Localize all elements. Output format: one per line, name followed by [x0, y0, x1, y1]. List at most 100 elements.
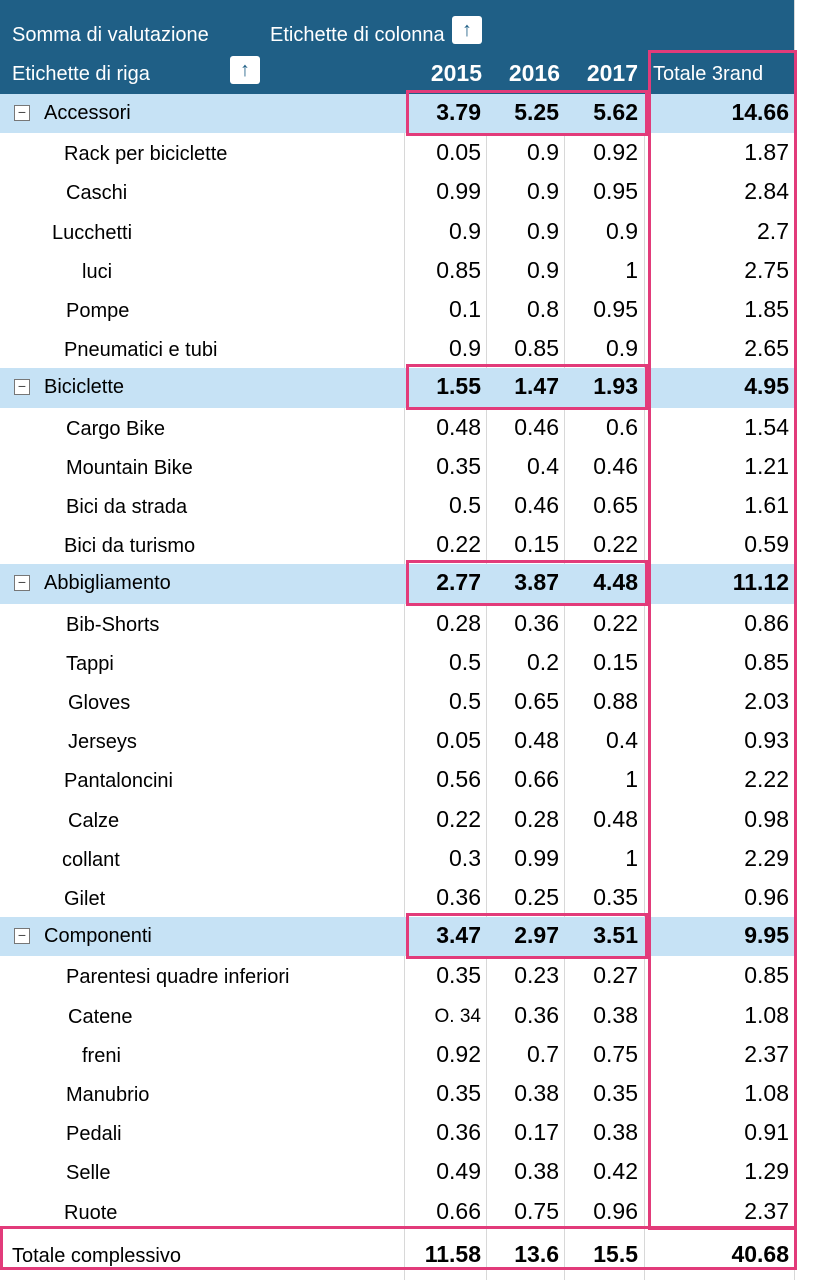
table-row[interactable]: Lucchetti 0.9 0.9 0.9 2.7 — [0, 212, 794, 251]
table-row[interactable]: Gilet 0.36 0.25 0.35 0.96 — [0, 878, 794, 917]
item-total-value: 0.93 — [744, 727, 789, 754]
item-year-value: 0.65 — [593, 492, 638, 518]
item-year-value: 1 — [625, 256, 638, 283]
table-row[interactable]: freni 0.92 0.7 0.75 2.37 — [0, 1035, 794, 1074]
item-label: Tappi — [66, 652, 114, 675]
table-row[interactable]: luci 0.85 0.9 1 2.75 — [0, 251, 794, 290]
item-year-value: 0.15 — [514, 531, 559, 558]
group-row[interactable]: − Abbigliamento 2.77 3.87 4.48 11.12 — [0, 564, 794, 604]
grand-total-value: 11.58 — [424, 1240, 481, 1267]
table-row[interactable]: Cargo Bike 0.48 0.46 0.6 1.54 — [0, 408, 794, 447]
item-year-value: 0.88 — [593, 688, 638, 714]
item-year-value: O. 34 — [434, 1005, 481, 1027]
table-row[interactable]: Pantaloncini 0.56 0.66 1 2.22 — [0, 760, 794, 799]
item-year-value: 0.36 — [436, 884, 481, 910]
collapse-minus-icon[interactable]: − — [14, 928, 30, 945]
item-year-value: 1 — [625, 844, 638, 871]
item-year-value: 0.85 — [514, 335, 559, 362]
year-header-2017: 2017 — [586, 60, 638, 86]
item-year-value: 0.9 — [527, 217, 559, 244]
table-row[interactable]: Gloves 0.5 0.65 0.88 2.03 — [0, 682, 794, 721]
table-row[interactable]: Selle 0.49 0.38 0.42 1.29 — [0, 1152, 794, 1191]
item-year-value: 0.95 — [593, 296, 638, 322]
gridline — [564, 0, 565, 1280]
item-label: Pompe — [66, 300, 130, 322]
column-sort-up-arrow-icon[interactable]: ↑ — [452, 16, 482, 44]
item-total-value: 2.37 — [744, 1197, 789, 1224]
item-label: Pedali — [66, 1123, 122, 1146]
table-row[interactable]: collant 0.3 0.99 1 2.29 — [0, 839, 794, 878]
item-label: Gilet — [64, 888, 106, 910]
item-total-value: 0.59 — [744, 531, 789, 558]
item-year-value: 0.66 — [514, 766, 559, 793]
collapse-minus-icon[interactable]: − — [14, 379, 30, 396]
group-label: Abbigliamento — [44, 572, 171, 595]
group-row[interactable]: − Componenti 3.47 2.97 3.51 9.95 — [0, 917, 794, 957]
item-year-value: 0.66 — [436, 1197, 481, 1224]
item-year-value: 0.7 — [527, 1040, 559, 1067]
total-column-header: Totale 3rand — [653, 63, 764, 85]
item-year-value: 0.35 — [593, 884, 638, 910]
table-row[interactable]: Rack per biciclette 0.05 0.9 0.92 1.87 — [0, 133, 794, 172]
item-label: Manubrio — [66, 1084, 150, 1106]
row-labels-header[interactable]: Etichette di riga — [12, 63, 150, 85]
collapse-minus-icon[interactable]: − — [14, 105, 30, 121]
gridline — [794, 0, 795, 1280]
table-row[interactable]: Jerseys 0.05 0.48 0.4 0.93 — [0, 721, 794, 760]
values-field-label: Somma di valutazione — [12, 24, 209, 46]
table-row[interactable]: Caschi 0.99 0.9 0.95 2.84 — [0, 172, 794, 211]
item-year-value: 0.5 — [449, 688, 481, 714]
item-total-value: 1.87 — [744, 139, 789, 166]
item-year-value: 0.38 — [593, 1119, 638, 1146]
table-row[interactable]: Bici da strada 0.5 0.46 0.65 1.61 — [0, 486, 794, 525]
item-label: Pneumatici e tubi — [64, 339, 218, 362]
table-row[interactable]: Tappi 0.5 0.2 0.15 0.85 — [0, 643, 794, 682]
group-year-value: 1.55 — [436, 373, 481, 400]
grand-total-row[interactable]: Totale complessivo 11.58 13.6 15.5 40.68 — [0, 1233, 794, 1273]
item-year-value: 0.9 — [527, 178, 559, 205]
item-total-value: 1.61 — [744, 492, 789, 518]
item-year-value: 0.75 — [593, 1040, 638, 1067]
group-year-value: 3.87 — [514, 569, 559, 596]
collapse-minus-icon[interactable]: − — [14, 575, 30, 592]
group-year-value: 1.47 — [514, 373, 559, 400]
item-year-value: 0.9 — [527, 139, 559, 166]
item-year-value: 0.46 — [514, 492, 559, 518]
item-year-value: 0.36 — [436, 1119, 481, 1146]
gridline — [404, 0, 405, 1280]
item-label: Rack per biciclette — [64, 143, 228, 166]
group-year-value: 3.79 — [436, 99, 481, 125]
item-year-value: 0.9 — [606, 217, 638, 244]
table-row[interactable]: Mountain Bike 0.35 0.4 0.46 1.21 — [0, 447, 794, 486]
table-row[interactable]: Pneumatici e tubi 0.9 0.85 0.9 2.65 — [0, 329, 794, 368]
table-row[interactable]: Pedali 0.36 0.17 0.38 0.91 — [0, 1113, 794, 1152]
grand-total-value: 15.5 — [593, 1240, 638, 1267]
pivot-header: Somma di valutazione Etichette di colonn… — [0, 0, 794, 94]
column-labels-header[interactable]: Etichette di colonna — [270, 24, 445, 46]
item-year-value: 0.8 — [527, 296, 559, 322]
item-year-value: 0.6 — [606, 413, 638, 440]
table-row[interactable]: Ruote 0.66 0.75 0.96 2.37 — [0, 1192, 794, 1231]
item-label: Bici da turismo — [64, 535, 196, 558]
item-label: Cargo Bike — [66, 417, 165, 440]
table-row[interactable]: Bici da turismo 0.22 0.15 0.22 0.59 — [0, 525, 794, 564]
table-row[interactable]: Pompe 0.1 0.8 0.95 1.85 — [0, 290, 794, 329]
table-row[interactable]: Calze 0.22 0.28 0.48 0.98 — [0, 800, 794, 839]
item-year-value: 0.15 — [593, 648, 638, 675]
table-row[interactable]: Bib-Shorts 0.28 0.36 0.22 0.86 — [0, 604, 794, 643]
row-sort-up-arrow-icon[interactable]: ↑ — [230, 56, 260, 84]
item-year-value: 0.56 — [436, 766, 481, 793]
item-year-value: 0.65 — [514, 688, 559, 714]
item-year-value: 0.22 — [436, 805, 481, 832]
group-year-value: 5.25 — [514, 99, 559, 125]
item-year-value: 0.96 — [593, 1197, 638, 1224]
table-row[interactable]: Catene O. 34 0.36 0.38 1.08 — [0, 996, 794, 1035]
table-row[interactable]: Parentesi quadre inferiori 0.35 0.23 0.27 0.… — [0, 956, 794, 995]
table-row[interactable]: Manubrio 0.35 0.38 0.35 1.08 — [0, 1074, 794, 1113]
item-year-value: 0.05 — [436, 139, 481, 166]
group-row[interactable]: − Biciclette 1.55 1.47 1.93 4.95 — [0, 368, 794, 408]
item-label: Bici da strada — [66, 496, 188, 518]
item-total-value: 0.85 — [744, 648, 789, 675]
group-row[interactable]: − Accessori 3.79 5.25 5.62 14.66 — [0, 94, 794, 134]
item-year-value: 0.3 — [449, 844, 481, 871]
